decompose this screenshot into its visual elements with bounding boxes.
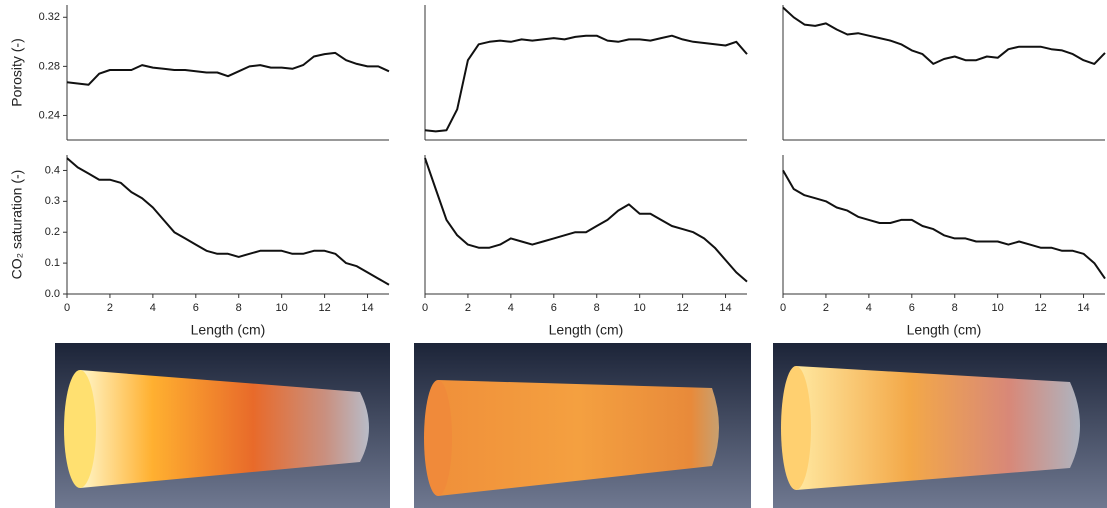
data-line xyxy=(782,6,1106,65)
x-tick-label: 14 xyxy=(1077,302,1089,314)
x-tick-label: 4 xyxy=(150,302,156,314)
x-tick-label: 2 xyxy=(107,302,113,314)
x-tick-label: 6 xyxy=(193,302,199,314)
x-tick-label: 8 xyxy=(594,302,600,314)
data-line xyxy=(66,51,390,86)
y-tick-label: 0.24 xyxy=(39,109,60,121)
image-panel xyxy=(773,343,1107,508)
x-tick-label: 0 xyxy=(780,302,786,314)
x-tick-label: 14 xyxy=(719,302,731,314)
data-line xyxy=(782,169,1106,280)
image-panel xyxy=(414,343,751,508)
x-tick-label: 4 xyxy=(508,302,514,314)
x-tick-label: 12 xyxy=(1034,302,1046,314)
data-line xyxy=(424,157,748,283)
y-tick-label: 0.0 xyxy=(45,288,60,300)
y-axis-label: Porosity (-) xyxy=(9,38,25,106)
x-tick-label: 0 xyxy=(64,302,70,314)
y-axis-label: CO₂ saturation (-) xyxy=(9,170,25,280)
x-tick-label: 12 xyxy=(318,302,330,314)
x-axis-label: Length (cm) xyxy=(907,322,982,338)
x-tick-label: 10 xyxy=(634,302,646,314)
x-tick-label: 8 xyxy=(236,302,242,314)
x-tick-label: 0 xyxy=(422,302,428,314)
data-line xyxy=(424,34,748,133)
x-tick-label: 2 xyxy=(465,302,471,314)
x-tick-label: 10 xyxy=(276,302,288,314)
x-axis-label: Length (cm) xyxy=(191,322,266,338)
x-tick-label: 6 xyxy=(551,302,557,314)
y-tick-label: 0.28 xyxy=(39,60,60,72)
image-panel xyxy=(55,343,390,508)
y-tick-label: 0.3 xyxy=(45,195,60,207)
y-tick-label: 0.32 xyxy=(39,11,60,23)
x-tick-label: 10 xyxy=(992,302,1004,314)
y-tick-label: 0.1 xyxy=(45,257,60,269)
x-tick-label: 6 xyxy=(909,302,915,314)
y-tick-label: 0.4 xyxy=(45,164,60,176)
x-tick-label: 14 xyxy=(361,302,373,314)
x-axis-label: Length (cm) xyxy=(549,322,624,338)
x-tick-label: 4 xyxy=(866,302,872,314)
y-tick-label: 0.2 xyxy=(45,226,60,238)
x-tick-label: 12 xyxy=(676,302,688,314)
x-tick-label: 8 xyxy=(952,302,958,314)
x-tick-label: 2 xyxy=(823,302,829,314)
data-line xyxy=(66,157,390,286)
